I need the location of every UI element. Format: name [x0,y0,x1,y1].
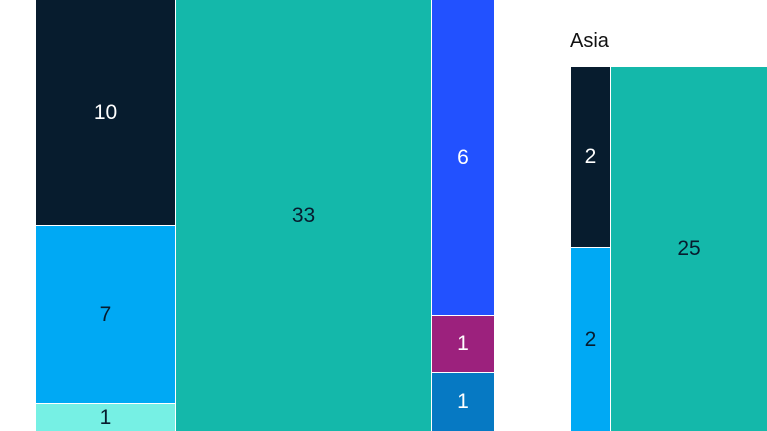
mekko-segment: 6 [432,0,494,315]
mekko-segment: 33 [176,0,431,431]
group-title-asia: Asia [570,30,609,52]
mekko-segment: 10 [36,0,175,225]
mekko-segment: 1 [36,404,175,431]
mekko-segment: 7 [36,226,175,403]
mekko-segment: 2 [571,248,610,431]
mekko-segment: 25 [611,67,767,431]
mekko-segment: 2 [571,67,610,247]
mekko-segment: 1 [432,316,494,372]
mekko-segment: 1 [432,373,494,431]
